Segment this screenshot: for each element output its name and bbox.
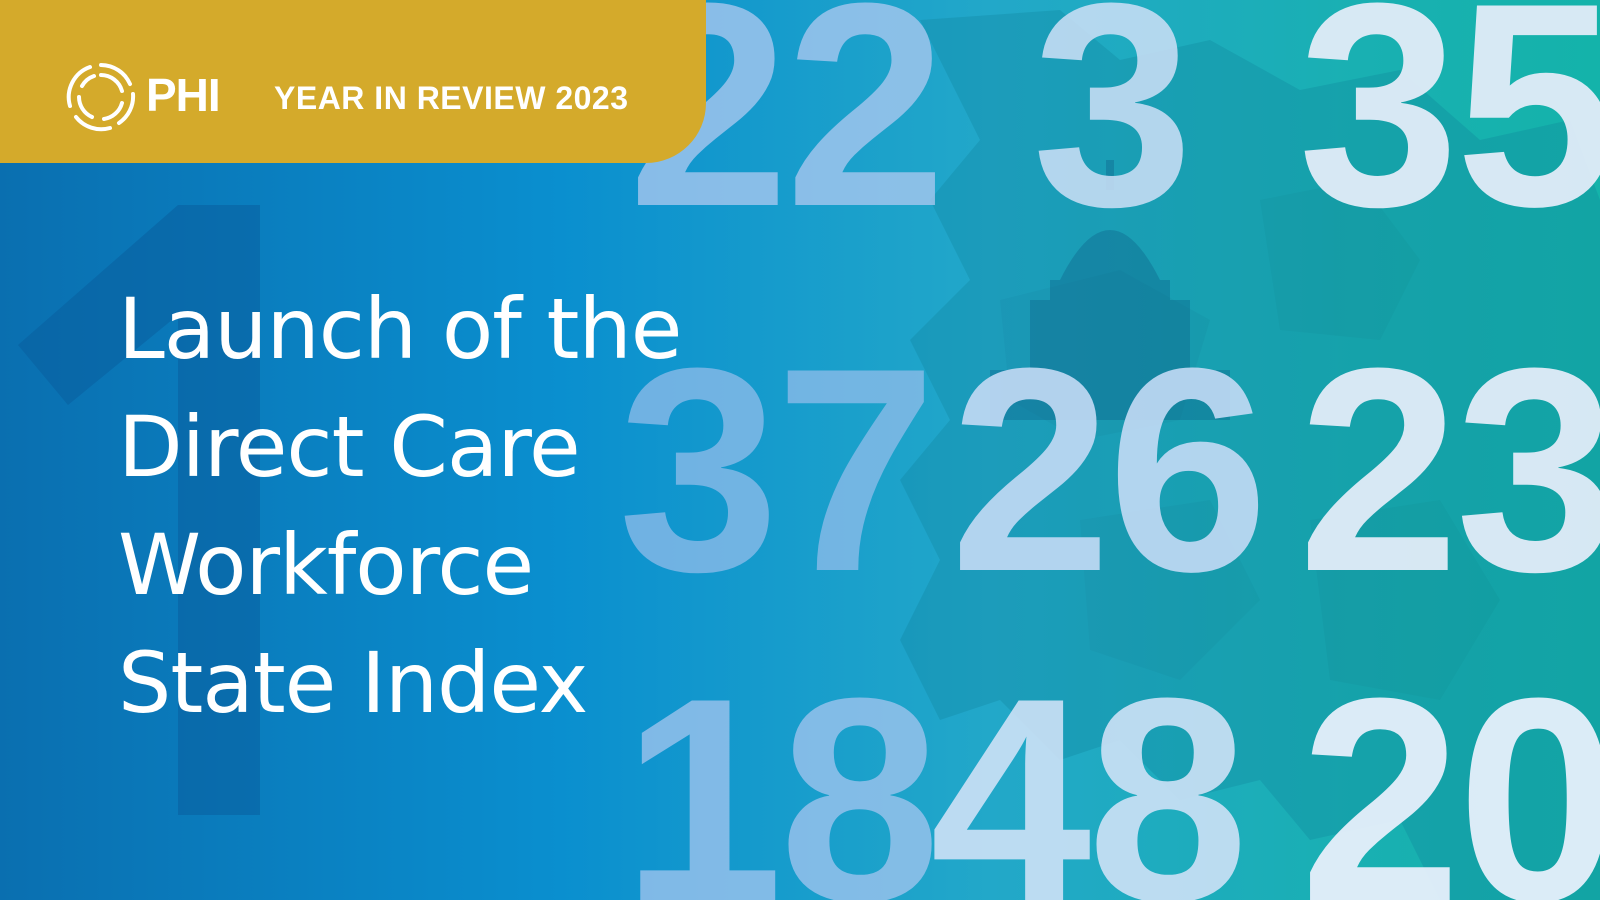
brand-name: PHI <box>146 69 221 121</box>
headline-line: Launch of the <box>118 280 682 378</box>
headline-line: State Index <box>118 634 588 732</box>
background-number: 35 <box>1298 0 1600 267</box>
decorative-one-shape <box>18 205 263 815</box>
background-number: 20 <box>1300 638 1600 900</box>
background-number: 26 <box>950 308 1269 632</box>
capitol-dome-graphic <box>990 160 1230 420</box>
background-number: 23 <box>1298 308 1600 632</box>
background-number: 48 <box>930 638 1249 900</box>
background-number: 37 <box>618 308 937 632</box>
background-number: 18 <box>622 638 941 900</box>
ring-logo-icon <box>64 60 138 134</box>
us-map-silhouette <box>880 0 1600 900</box>
headline: Launch of the Direct Care Workforce Stat… <box>118 270 758 742</box>
background-number: 3 <box>1032 0 1193 267</box>
banner-title: YEAR IN REVIEW 2023 <box>274 80 629 116</box>
headline-line: Direct Care <box>118 398 581 496</box>
headline-line: Workforce <box>118 516 534 614</box>
header-banner: PHI YEAR IN REVIEW 2023 <box>0 0 706 163</box>
